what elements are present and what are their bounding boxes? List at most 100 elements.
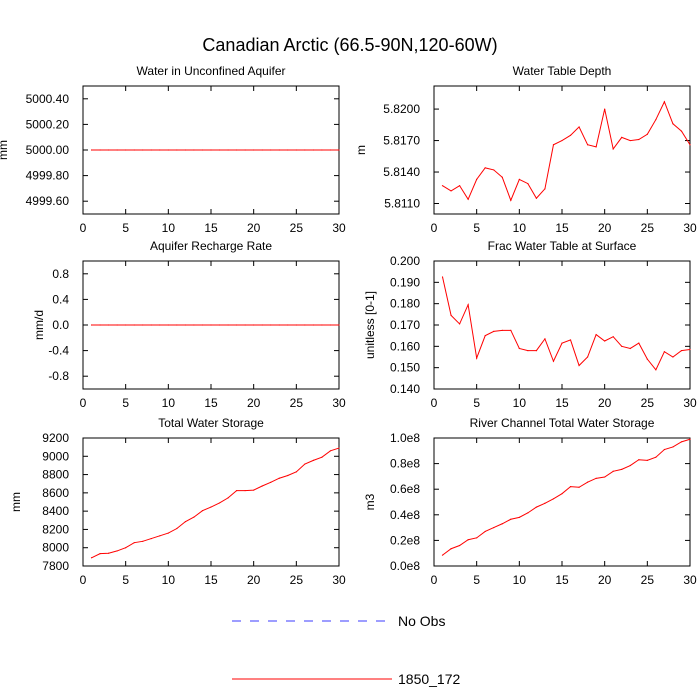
data-point [569, 134, 572, 136]
x-tick-label: 0 [80, 573, 87, 587]
y-tick-label: 0.6e8 [390, 482, 420, 496]
data-point [227, 149, 229, 151]
data-point [510, 199, 512, 201]
data-point [295, 471, 297, 473]
panel-title: Frac Water Table at Surface [488, 239, 637, 253]
series-line-1850-172 [442, 438, 691, 556]
data-point [467, 539, 469, 541]
y-tick-label: 5.8170 [383, 134, 420, 148]
plot-frame [433, 437, 691, 567]
data-point [329, 149, 332, 151]
data-point [287, 324, 289, 326]
data-point [133, 149, 135, 151]
data-point [167, 532, 169, 534]
data-point [133, 324, 135, 326]
panel-title: Water in Unconfined Aquifer [137, 64, 286, 78]
data-point [295, 324, 297, 326]
x-tick-label: 10 [513, 396, 527, 410]
y-tick-label: 5000.00 [26, 143, 70, 157]
panel-total-water-storage: Total Water Storage 0 5 10 15 20 25 30 7800 8000 8… [9, 416, 346, 587]
data-point [90, 557, 93, 559]
data-point [595, 334, 597, 336]
data-point [304, 463, 306, 465]
y-tick-label: -0.4 [48, 344, 69, 358]
panel-water-table-depth: Water Table Depth 0 5 10 15 20 25 30 5.8110 5.814… [354, 64, 697, 235]
data-point [604, 340, 606, 342]
data-point [142, 324, 144, 326]
data-point [587, 481, 589, 483]
y-tick-label: 0.2e8 [390, 533, 420, 547]
x-tick-label: 10 [162, 221, 176, 235]
data-point [518, 178, 520, 180]
data-point [278, 477, 280, 479]
data-point [201, 510, 204, 512]
data-point [672, 446, 674, 448]
x-tick-label: 30 [332, 396, 346, 410]
y-tick-label: 5000.40 [26, 92, 70, 106]
panel-title: Water Table Depth [513, 64, 612, 78]
data-point [218, 324, 221, 326]
legend: No Obs 1850_172 [232, 613, 461, 687]
x-tick-label: 10 [513, 221, 527, 235]
data-point [587, 356, 589, 358]
x-tick-label: 0 [431, 396, 438, 410]
data-point [612, 336, 614, 338]
data-point [184, 324, 186, 326]
data-point [236, 149, 238, 151]
data-point [312, 149, 314, 151]
data-point [493, 169, 495, 171]
data-point [612, 148, 614, 150]
data-point [493, 330, 495, 332]
x-tick-label: 15 [204, 221, 218, 235]
data-point [663, 448, 666, 451]
x-tick-label: 5 [473, 573, 480, 587]
x-tick-label: 30 [683, 221, 697, 235]
x-tick-label: 0 [431, 573, 438, 587]
data-point [672, 123, 674, 125]
data-point [218, 149, 221, 151]
y-tick-label: 0.4 [52, 292, 69, 306]
y-tick-label: 4999.60 [26, 194, 70, 208]
data-point [552, 360, 555, 362]
data-point [552, 144, 555, 146]
data-point [142, 149, 144, 151]
data-point [493, 527, 495, 529]
data-point [329, 450, 332, 452]
x-tick-label: 5 [122, 396, 129, 410]
data-point [501, 176, 503, 178]
data-point [612, 470, 614, 472]
data-point [312, 459, 314, 461]
x-tick-label: 15 [555, 396, 569, 410]
y-tick-label: 1.0e8 [390, 431, 420, 445]
y-axis-label: m [354, 145, 368, 155]
data-point [476, 178, 478, 180]
data-point [467, 198, 469, 200]
data-point [501, 329, 503, 331]
x-tick-label: 25 [641, 221, 655, 235]
data-point [604, 476, 606, 478]
data-point [184, 521, 186, 523]
data-point [621, 136, 623, 139]
data-point [484, 530, 486, 533]
data-point [638, 342, 640, 344]
x-tick-label: 0 [80, 396, 87, 410]
data-point [459, 544, 461, 547]
data-point [125, 324, 127, 326]
data-point [321, 456, 323, 458]
data-point [629, 347, 631, 350]
data-point [527, 350, 529, 352]
data-point [90, 149, 93, 151]
data-point [544, 188, 546, 190]
y-tick-label: 5.8200 [383, 102, 420, 116]
data-point [201, 324, 204, 326]
data-point [287, 149, 289, 151]
data-point [621, 345, 623, 347]
data-point [116, 324, 118, 326]
data-point [646, 459, 648, 461]
y-tick-label: 7800 [42, 559, 69, 573]
data-point [467, 304, 469, 306]
data-point [518, 516, 520, 518]
data-point [484, 335, 486, 337]
data-point [193, 149, 195, 151]
